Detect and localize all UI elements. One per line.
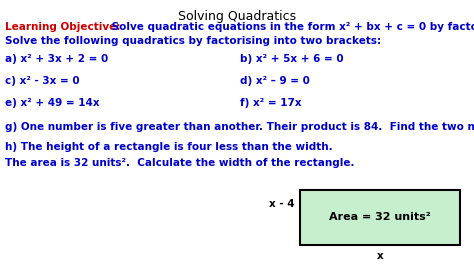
- Text: The area is 32 units².  Calculate the width of the rectangle.: The area is 32 units². Calculate the wid…: [5, 158, 355, 168]
- Text: x: x: [377, 251, 383, 261]
- FancyBboxPatch shape: [300, 190, 460, 245]
- Text: a) x² + 3x + 2 = 0: a) x² + 3x + 2 = 0: [5, 54, 108, 64]
- Text: Solve quadratic equations in the form x² + bx + c = 0 by factorising.: Solve quadratic equations in the form x²…: [108, 22, 474, 32]
- Text: f) x² = 17x: f) x² = 17x: [240, 98, 301, 108]
- Text: d) x² – 9 = 0: d) x² – 9 = 0: [240, 76, 310, 86]
- Text: Solve the following quadratics by factorising into two brackets:: Solve the following quadratics by factor…: [5, 36, 381, 46]
- Text: Area = 32 units²: Area = 32 units²: [329, 213, 431, 222]
- Text: g) One number is five greater than another. Their product is 84.  Find the two n: g) One number is five greater than anoth…: [5, 122, 474, 132]
- Text: Solving Quadratics: Solving Quadratics: [178, 10, 296, 23]
- Text: Learning Objective:: Learning Objective:: [5, 22, 120, 32]
- Text: b) x² + 5x + 6 = 0: b) x² + 5x + 6 = 0: [240, 54, 344, 64]
- Text: e) x² + 49 = 14x: e) x² + 49 = 14x: [5, 98, 100, 108]
- Text: c) x² - 3x = 0: c) x² - 3x = 0: [5, 76, 80, 86]
- Text: x - 4: x - 4: [269, 199, 295, 209]
- Text: h) The height of a rectangle is four less than the width.: h) The height of a rectangle is four les…: [5, 142, 333, 152]
